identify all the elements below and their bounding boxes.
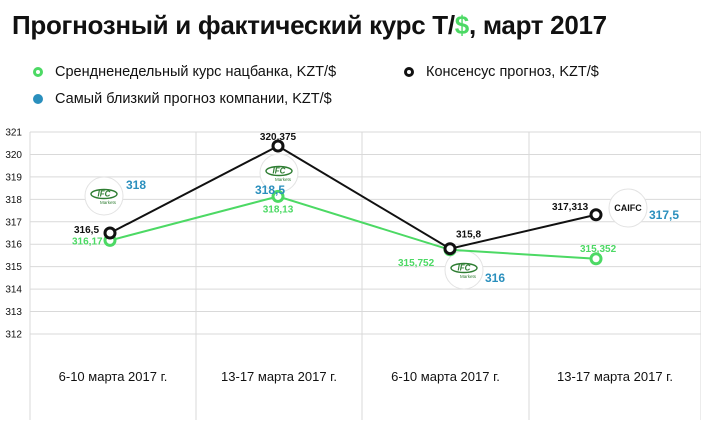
- data-label-consensus: 316,5: [74, 225, 99, 236]
- y-tick-label: 316: [5, 240, 22, 251]
- y-tick-label: 315: [5, 262, 22, 273]
- y-tick-label: 312: [5, 330, 22, 341]
- legend-label-consensus: Консенсус прогноз, KZT/$: [426, 64, 599, 80]
- series-line-actual: [109, 195, 597, 260]
- x-category-label: 6-10 марта 2017 г.: [391, 369, 500, 384]
- y-tick-label: 319: [5, 172, 22, 183]
- data-label-actual: 316,17: [72, 236, 103, 247]
- title-suffix: , март 2017: [468, 10, 607, 40]
- y-tick-label: 318: [5, 195, 22, 206]
- data-label-actual: 315,352: [580, 244, 617, 255]
- data-label-consensus: 317,313: [552, 202, 589, 213]
- data-point-actual: [271, 189, 285, 203]
- legend-label-actual: Срендненедельный курс нацбанка, KZT/$: [55, 64, 337, 80]
- data-label-consensus: 320,375: [260, 132, 297, 143]
- logo-sub: Markets: [460, 274, 477, 279]
- data-label-actual: 318,13: [263, 204, 294, 215]
- logo-circle: [608, 188, 648, 228]
- logo-sub: Markets: [100, 200, 117, 205]
- data-point-actual: [589, 252, 603, 266]
- data-label-closest: 318,5: [255, 183, 285, 197]
- legend-label-closest: Самый близкий прогноз компании, KZT/$: [55, 91, 332, 107]
- title-dollar: $: [454, 10, 469, 40]
- legend-marker-actual: [33, 67, 43, 77]
- legend-item-consensus: Консенсус прогноз, KZT/$: [404, 64, 599, 80]
- y-tick-label: 314: [5, 285, 22, 296]
- legend-marker-consensus: [404, 67, 414, 77]
- logo-ring: [265, 165, 293, 177]
- data-point-consensus: [103, 226, 117, 240]
- y-tick-label: 320: [5, 150, 22, 161]
- legend-item-closest: Самый близкий прогноз компании, KZT/$: [33, 91, 332, 107]
- data-point-consensus: [589, 208, 603, 222]
- title-prefix: Прогнозный и фактический курс Т/: [12, 10, 455, 40]
- x-category-label: 13-17 марта 2017 г.: [221, 369, 337, 384]
- logo-circle: [84, 176, 124, 216]
- logo-mark: IFC: [98, 190, 111, 199]
- legend-marker-closest: [33, 94, 43, 104]
- data-label-closest: 317,5: [649, 208, 679, 222]
- data-point-consensus: [443, 242, 457, 256]
- data-label-closest: 316: [485, 271, 505, 285]
- company-logo: CAIFC: [608, 188, 648, 228]
- logo-mark: IFC: [458, 264, 471, 273]
- logo-sub: Markets: [275, 177, 292, 182]
- data-label-closest: 318: [126, 178, 146, 192]
- logo-mark: IFC: [273, 167, 286, 176]
- logo-ring: [90, 188, 118, 200]
- data-label-consensus: 315,8: [456, 230, 481, 241]
- y-tick-label: 321: [5, 128, 22, 139]
- logo-mark: CAIFC: [614, 203, 642, 213]
- chart-title: Прогнозный и фактический курс Т/$, март …: [12, 10, 607, 41]
- series-line-consensus: [109, 144, 597, 250]
- x-category-label: 6-10 марта 2017 г.: [59, 369, 168, 384]
- x-category-label: 13-17 марта 2017 г.: [557, 369, 673, 384]
- y-tick-label: 313: [5, 307, 22, 318]
- legend-item-actual: Срендненедельный курс нацбанка, KZT/$: [33, 64, 336, 80]
- y-tick-label: 317: [5, 217, 22, 228]
- data-label-actual: 315,752: [398, 258, 435, 269]
- data-point-consensus: [271, 139, 285, 153]
- logo-ring: [450, 262, 478, 274]
